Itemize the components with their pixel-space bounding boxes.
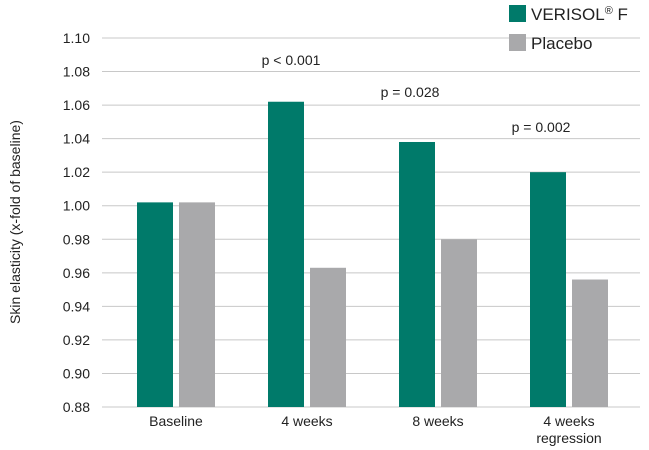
bar-placebo: [310, 267, 346, 407]
x-tick-label: 4 weeks regression: [536, 413, 601, 446]
y-tick-label: 0.92: [63, 332, 90, 348]
y-tick-label: 1.04: [63, 131, 90, 147]
bar-placebo: [572, 279, 608, 407]
x-tick-label: 4 weeks: [281, 413, 332, 429]
legend-swatch: [509, 34, 526, 51]
x-axis-ticks: Baseline 4 weeks 8 weeks 4 weeks regression: [149, 413, 602, 446]
y-tick-label: 1.06: [63, 97, 90, 113]
p-value-annotation: p = 0.002: [512, 119, 571, 135]
bar-verisol: [268, 101, 304, 408]
y-tick-label: 1.02: [63, 164, 90, 180]
legend-swatch: [509, 5, 526, 22]
y-tick-label: 0.88: [63, 399, 90, 415]
y-axis-label: Skin elasticity (x-fold of baseline): [7, 120, 23, 324]
y-tick-label: 1.08: [63, 64, 90, 80]
bar-verisol: [530, 172, 566, 407]
y-tick-label: 1.10: [63, 30, 90, 46]
y-tick-label: 0.98: [63, 231, 90, 247]
p-value-annotation: p = 0.028: [381, 84, 440, 100]
bars: [137, 101, 608, 408]
y-tick-label: 0.90: [63, 365, 90, 381]
y-axis-ticks: 0.88 0.90 0.92 0.94 0.96 0.98 1.00 1.02 1.04 1.06…: [63, 30, 90, 415]
x-tick-label: Baseline: [149, 413, 203, 429]
bar-placebo: [179, 202, 215, 407]
p-value-annotation: p < 0.001: [262, 52, 321, 68]
y-tick-label: 0.94: [63, 298, 90, 314]
legend: VERISOL® F Placebo: [509, 5, 628, 53]
legend-label: Placebo: [531, 34, 592, 53]
y-tick-label: 0.96: [63, 265, 90, 281]
annotations: p < 0.001 p = 0.028 p = 0.002: [262, 52, 571, 135]
x-tick-label: 8 weeks: [412, 413, 463, 429]
y-tick-label: 1.00: [63, 198, 90, 214]
bar-placebo: [441, 239, 477, 407]
bar-verisol: [399, 141, 435, 407]
bar-verisol: [137, 202, 173, 407]
legend-label: VERISOL® F: [531, 5, 628, 24]
